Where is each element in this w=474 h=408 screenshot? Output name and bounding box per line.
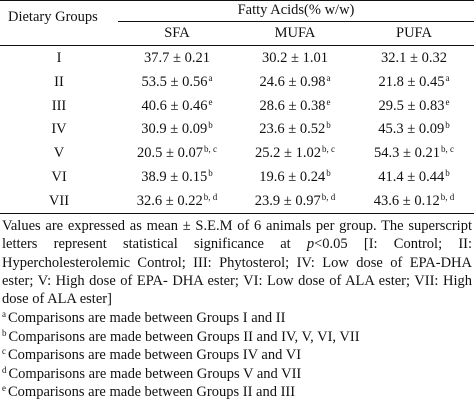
table-row-group-label: III: [51, 97, 67, 114]
table-cell-mufa: 24.6 ± 0.98a: [236, 73, 354, 91]
table-cell-pufa: 21.8 ± 0.45a: [354, 73, 474, 91]
table-cell-pufa: 54.3 ± 0.21b, c: [354, 144, 474, 162]
cell-value: 53.5 ± 0.56: [141, 73, 208, 90]
table-cell-sfa: 20.5 ± 0.07b, c: [118, 144, 236, 162]
cell-value: 30.2 ± 1.01: [262, 50, 328, 66]
table-cell-mufa: 30.2 ± 1.01: [236, 49, 354, 67]
table-cell-sfa: 30.9 ± 0.09b: [118, 120, 236, 138]
cell-value: 45.3 ± 0.09: [378, 121, 445, 138]
significance-superscript: e: [326, 96, 331, 107]
table-cell-mufa: 23.6 ± 0.52b: [236, 120, 354, 138]
cell-value: 41.4 ± 0.44: [378, 169, 445, 185]
comparison-footnote-e: e Comparisons are made between Groups II …: [2, 383, 295, 401]
group-header-rule: [118, 21, 474, 22]
table-cell-pufa: 45.3 ± 0.09b: [354, 120, 474, 138]
comparison-footnote-b: b Comparisons are made between Groups II …: [2, 328, 360, 346]
row-header-label: Dietary Groups: [8, 9, 98, 25]
significance-superscript: b, d: [440, 191, 455, 202]
cell-value: 29.5 ± 0.83: [378, 97, 445, 114]
footnote-text: Comparisons are made between Groups II a…: [8, 384, 296, 401]
table-cell-sfa: 37.7 ± 0.21: [118, 49, 236, 67]
footnote-text: Comparisons are made between Groups IV a…: [8, 347, 302, 364]
header-bottom-rule: [0, 45, 474, 46]
table-bottom-rule: [0, 213, 474, 214]
significance-superscript: e: [445, 96, 450, 107]
table-row-group-label: VII: [48, 192, 70, 209]
table-cell-sfa: 53.5 ± 0.56a: [118, 73, 236, 91]
top-rule: [0, 0, 474, 1]
table-footnote-main: Values are expressed as mean ± S.E.M of …: [2, 217, 472, 308]
comparison-footnote-c: c Comparisons are made between Groups IV …: [2, 346, 301, 364]
significance-superscript: a: [208, 72, 213, 83]
footnote-mark: b: [2, 327, 7, 338]
footnote-text: Comparisons are made between Groups II a…: [8, 328, 360, 345]
significance-superscript: a: [326, 72, 331, 83]
column-header-pufa: PUFA: [396, 25, 432, 41]
cell-value: 25.2 ± 1.02: [255, 145, 321, 162]
cell-value: 20.5 ± 0.07: [137, 145, 203, 162]
table-cell-pufa: 29.5 ± 0.83e: [354, 97, 474, 115]
significance-superscript: b: [326, 168, 331, 178]
cell-value: 23.9 ± 0.97: [254, 192, 321, 209]
cell-value: 38.9 ± 0.15: [141, 169, 208, 185]
table-cell-mufa: 23.9 ± 0.97b, d: [236, 192, 354, 210]
table-row-group-label: I: [56, 50, 62, 66]
footnote-p-symbol: p: [306, 236, 315, 253]
cell-value: 32.1 ± 0.32: [381, 50, 447, 66]
significance-superscript: b, d: [203, 191, 218, 202]
cell-value: 23.6 ± 0.52: [259, 121, 326, 138]
significance-superscript: b, c: [321, 144, 335, 155]
table-cell-mufa: 28.6 ± 0.38e: [236, 97, 354, 115]
significance-superscript: b, c: [203, 144, 217, 155]
table-row-group-label: II: [54, 73, 64, 90]
table-cell-mufa: 19.6 ± 0.24b: [236, 168, 354, 186]
footnote-main-text-after-p: <0.05 [I: Control; II: Hypercholesterole…: [2, 236, 472, 308]
column-header-sfa: SFA: [164, 25, 190, 41]
footnote-text: Comparisons are made between Groups I an…: [8, 310, 286, 326]
footnote-main-text-before-p: Values are expressed as mean ± S.E.M of …: [2, 218, 472, 253]
footnote-mark: c: [2, 346, 6, 357]
cell-value: 54.3 ± 0.21: [374, 145, 440, 162]
cell-value: 40.6 ± 0.46: [141, 97, 208, 114]
cell-value: 32.6 ± 0.22: [136, 192, 203, 209]
cell-value: 19.6 ± 0.24: [259, 169, 326, 185]
significance-superscript: a: [445, 72, 450, 83]
footnote-mark: e: [2, 383, 6, 394]
table-cell-pufa: 43.6 ± 0.12b, d: [354, 192, 474, 210]
table-cell-mufa: 25.2 ± 1.02b, c: [236, 144, 354, 162]
cell-value: 37.7 ± 0.21: [144, 50, 210, 66]
table-row-group-label: IV: [51, 121, 67, 138]
column-header-mufa: MUFA: [274, 25, 316, 41]
significance-superscript: b: [208, 120, 213, 131]
significance-superscript: b: [445, 168, 450, 178]
group-header-label: Fatty Acids(% w/w): [237, 2, 355, 18]
table-row-group-label: VI: [51, 169, 67, 185]
significance-superscript: b, d: [321, 191, 336, 202]
significance-superscript: b: [326, 120, 331, 131]
table-cell-pufa: 41.4 ± 0.44b: [354, 168, 474, 186]
cell-value: 21.8 ± 0.45: [378, 73, 445, 90]
comparison-footnote-a: a Comparisons are made between Groups I a…: [2, 309, 285, 327]
cell-value: 30.9 ± 0.09: [141, 121, 208, 138]
significance-superscript: b, c: [440, 144, 454, 155]
significance-superscript: e: [208, 96, 213, 107]
footnote-mark: d: [2, 364, 7, 375]
significance-superscript: b: [208, 168, 213, 178]
cell-value: 24.6 ± 0.98: [259, 73, 326, 90]
table-cell-sfa: 40.6 ± 0.46e: [118, 97, 236, 115]
comparison-footnote-d: d Comparisons are made between Groups V a…: [2, 365, 301, 383]
cell-value: 28.6 ± 0.38: [259, 97, 326, 114]
footnote-mark: a: [2, 309, 6, 319]
cell-value: 43.6 ± 0.12: [373, 192, 440, 209]
table-cell-sfa: 38.9 ± 0.15b: [118, 168, 236, 186]
significance-superscript: b: [445, 120, 450, 131]
table-cell-pufa: 32.1 ± 0.32: [354, 49, 474, 67]
footnote-text: Comparisons are made between Groups V an…: [8, 365, 302, 382]
table-cell-sfa: 32.6 ± 0.22b, d: [118, 192, 236, 210]
table-row-group-label: V: [53, 145, 65, 162]
